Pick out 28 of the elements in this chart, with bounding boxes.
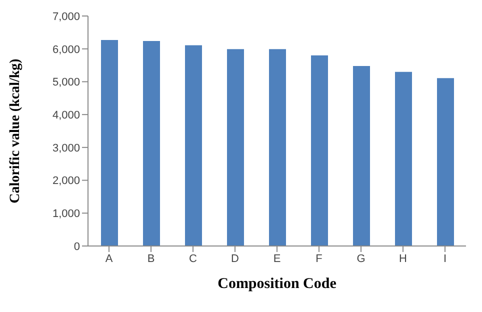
x-tick-label: A xyxy=(105,252,114,265)
y-tick-label: 0 xyxy=(74,240,80,253)
y-tick-label: 4,000 xyxy=(52,109,80,122)
bar xyxy=(437,78,454,246)
x-tick-label: I xyxy=(443,252,447,265)
bar xyxy=(353,66,370,246)
bar xyxy=(395,72,412,246)
bar xyxy=(185,45,202,246)
x-tick-label: C xyxy=(189,252,198,265)
y-tick-label: 3,000 xyxy=(52,142,80,154)
x-tick-label: H xyxy=(399,252,408,265)
x-axis-title: Composition Code xyxy=(218,276,337,292)
y-tick-label: 2,000 xyxy=(52,175,80,188)
bar xyxy=(143,40,160,246)
y-tick-label: 7,000 xyxy=(52,10,80,23)
y-tick-label: 6,000 xyxy=(52,44,80,56)
bar xyxy=(227,49,244,246)
y-axis-title: Calorific value (kcal/kg) xyxy=(8,58,23,204)
bar xyxy=(311,55,328,246)
bar xyxy=(269,49,286,246)
x-tick-label: G xyxy=(356,252,366,265)
bar xyxy=(101,40,118,246)
y-tick-label: 5,000 xyxy=(52,76,80,89)
x-tick-label: B xyxy=(147,252,155,265)
y-tick-label: 1,000 xyxy=(52,208,80,220)
x-tick-label: D xyxy=(231,252,240,265)
x-tick-label: F xyxy=(316,252,323,265)
x-tick-label: E xyxy=(273,252,281,265)
